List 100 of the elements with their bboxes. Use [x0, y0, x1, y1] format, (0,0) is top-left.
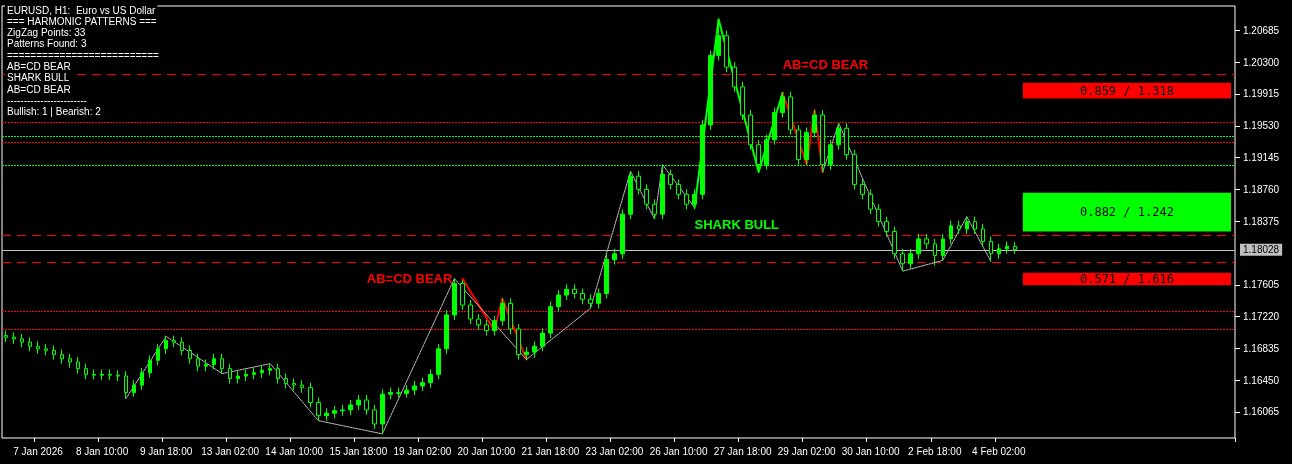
candlestick	[868, 188, 873, 215]
y-tick-label: 1.16835	[1243, 342, 1280, 354]
x-tick-label: 29 Jan 02:00	[777, 445, 836, 457]
candlestick	[981, 223, 985, 247]
x-tick-label: 23 Jan 02:00	[585, 445, 644, 457]
candlestick	[596, 287, 601, 309]
candlestick	[620, 208, 625, 260]
candlestick	[1013, 241, 1017, 255]
candlestick	[268, 363, 272, 376]
x-tick-label: 4 Feb 02:00	[972, 445, 1026, 457]
candlestick	[92, 368, 96, 380]
candlestick	[68, 353, 72, 369]
candlestick	[636, 170, 641, 195]
candlestick	[508, 297, 513, 335]
candlestick	[132, 379, 136, 398]
candlestick	[180, 336, 184, 356]
x-tick-label: 26 Jan 10:00	[649, 445, 708, 457]
candlestick	[332, 405, 337, 419]
candlestick	[989, 235, 993, 262]
candlestick	[564, 283, 569, 301]
candlestick	[28, 336, 32, 352]
candlestick	[884, 216, 889, 237]
candlestick	[260, 364, 264, 379]
candlestick	[204, 359, 208, 372]
candlestick	[36, 340, 40, 355]
y-tick-label: 1.18760	[1243, 183, 1280, 195]
candlestick	[957, 220, 961, 235]
candlestick	[164, 335, 168, 355]
candlestick	[668, 169, 673, 190]
x-tick-label: 20 Jan 10:00	[457, 445, 516, 457]
candlestick	[156, 343, 160, 366]
x-tick-label: 14 Jan 10:00	[265, 445, 324, 457]
annotation: Patterns Found: 3	[7, 38, 87, 50]
band-label: 0.882 / 1.242	[1079, 205, 1174, 220]
candlestick	[604, 254, 609, 299]
x-tick-label: 9 Jan 18:00	[140, 445, 193, 457]
y-tick-label: 1.19530	[1243, 120, 1280, 132]
candlestick	[965, 216, 969, 235]
candlestick	[396, 387, 401, 399]
candlestick	[892, 226, 897, 260]
x-tick-label: 30 Jan 10:00	[841, 445, 901, 457]
candlestick	[644, 183, 649, 210]
candlestick	[1005, 240, 1009, 255]
y-tick-label: 1.19145	[1243, 152, 1280, 164]
candlestick	[916, 233, 921, 260]
candlestick	[140, 367, 144, 391]
candlestick	[308, 382, 313, 408]
annotation: === HARMONIC PATTERNS ===	[7, 15, 157, 27]
candlestick	[108, 368, 112, 381]
y-tick-label: 1.16450	[1243, 374, 1280, 386]
series-label: AB=CD BEAR	[366, 271, 453, 287]
x-tick-label: 8 Jan 10:00	[75, 445, 129, 457]
candlestick	[588, 293, 593, 309]
x-tick-label: 15 Jan 18:00	[329, 445, 388, 457]
candlestick	[876, 203, 881, 228]
candlestick	[540, 327, 545, 352]
candlestick	[740, 81, 745, 121]
candlestick	[860, 178, 865, 200]
candlestick	[460, 279, 465, 311]
candlestick	[997, 243, 1001, 260]
candlestick	[196, 353, 200, 372]
y-tick-label: 1.17605	[1243, 279, 1280, 291]
candlestick	[52, 344, 56, 361]
candlestick	[12, 331, 16, 345]
candlestick	[124, 370, 128, 399]
candlestick	[428, 368, 433, 389]
candlestick	[492, 315, 497, 337]
candlestick	[284, 373, 288, 389]
band-label: 0.571 / 1.616	[1079, 271, 1174, 286]
candlestick	[548, 301, 553, 339]
candlestick	[84, 363, 88, 380]
annotation: AB=CD BEAR	[7, 83, 71, 95]
annotation: AB=CD BEAR	[7, 61, 71, 72]
candlestick	[933, 238, 937, 266]
candlestick	[628, 170, 633, 220]
candlestick	[973, 216, 977, 235]
series-label: AB=CD BEAR	[782, 56, 869, 72]
candlestick	[941, 233, 945, 261]
candlestick	[148, 354, 152, 379]
candlestick	[60, 349, 64, 365]
y-tick-label: 1.20685	[1243, 24, 1280, 36]
annotation: SHARK BULL	[7, 72, 70, 84]
x-tick-label: 7 Jan 2026	[13, 445, 64, 457]
candlestick	[652, 198, 657, 220]
candlestick	[404, 384, 409, 399]
x-tick-label: 13 Jan 02:00	[201, 445, 260, 457]
y-tick-label: 1.16065	[1243, 406, 1280, 418]
candlestick	[76, 356, 80, 375]
annotation: Bullish: 1 | Bearish: 2	[7, 106, 102, 118]
candlestick	[436, 343, 441, 380]
annotation: ------------------------	[7, 94, 87, 106]
candlestick	[364, 394, 369, 416]
candlestick	[228, 363, 232, 384]
candlestick	[4, 330, 8, 343]
candlestick	[116, 369, 120, 382]
x-tick-label: 21 Jan 18:00	[521, 445, 580, 457]
candlestick	[252, 367, 256, 380]
ref-line-label: 1.18028	[1243, 244, 1280, 256]
candlestick	[188, 344, 192, 365]
candlestick	[20, 333, 24, 348]
